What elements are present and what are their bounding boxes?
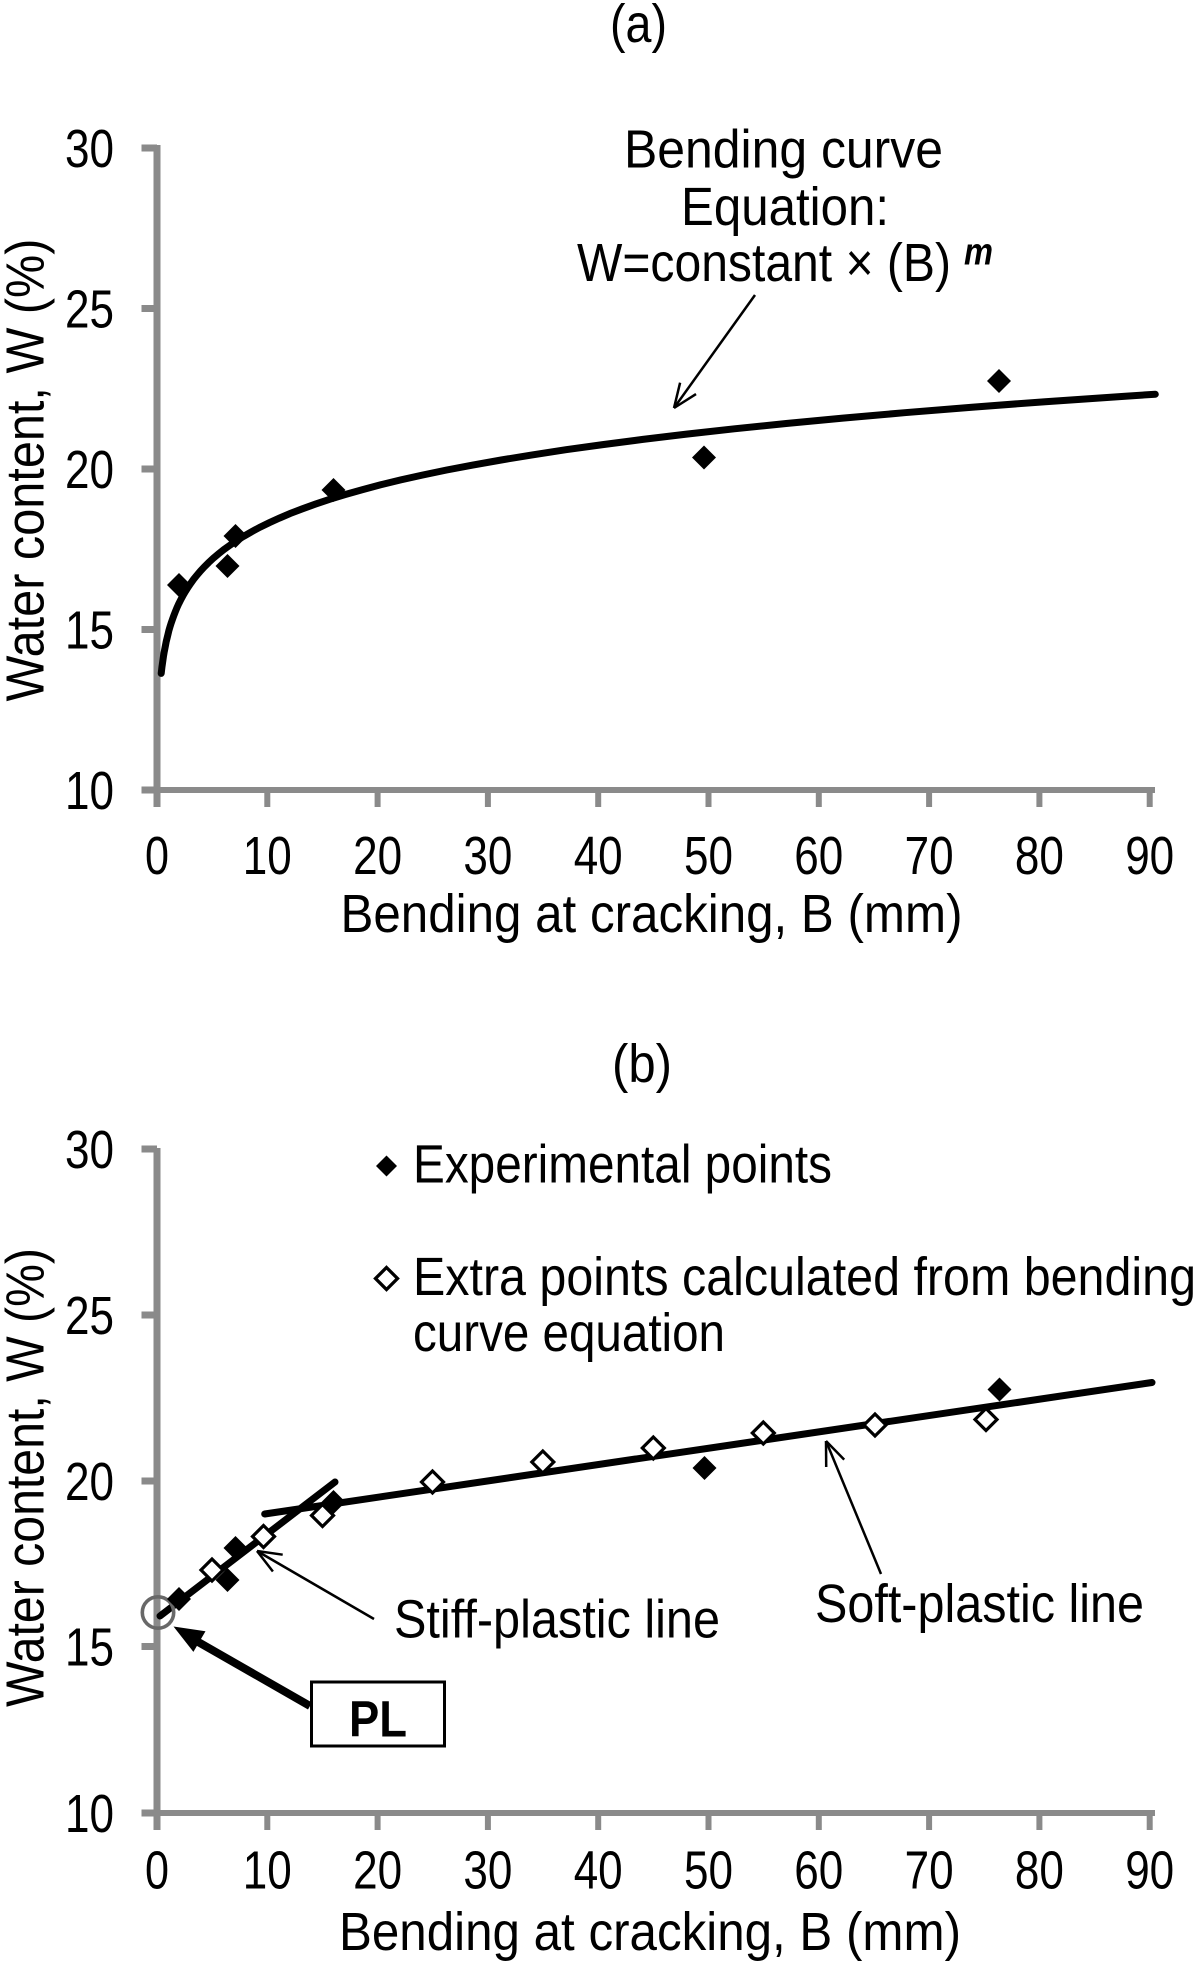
svg-text:Bending at cracking, B (mm): Bending at cracking, B (mm) [339,1903,961,1962]
svg-text:0: 0 [145,1842,169,1901]
svg-text:Soft-plastic line: Soft-plastic line [815,1575,1144,1634]
svg-text:Extra points calculated from b: Extra points calculated from bending [413,1248,1196,1307]
svg-text:40: 40 [574,827,623,886]
svg-text:80: 80 [1015,1842,1064,1901]
svg-text:25: 25 [65,280,114,339]
svg-text:10: 10 [65,1785,114,1844]
svg-text:30: 30 [65,120,114,179]
svg-text:curve equation: curve equation [413,1304,725,1363]
svg-text:60: 60 [794,1842,843,1901]
svg-text:20: 20 [65,441,114,500]
svg-text:40: 40 [574,1842,623,1901]
svg-text:(b): (b) [612,1035,672,1094]
svg-text:25: 25 [65,1287,114,1346]
svg-text:15: 15 [65,1618,114,1677]
svg-text:Water content, W (%): Water content, W (%) [0,1248,56,1707]
svg-text:10: 10 [243,827,292,886]
svg-text:90: 90 [1125,1842,1174,1901]
svg-text:30: 30 [65,1121,114,1180]
svg-text:10: 10 [243,1842,292,1901]
svg-text:PL: PL [349,1691,407,1748]
svg-text:50: 50 [684,827,733,886]
svg-text:20: 20 [353,1842,402,1901]
svg-text:30: 30 [463,1842,512,1901]
svg-text:15: 15 [65,601,114,660]
svg-text:20: 20 [65,1453,114,1512]
svg-text:W=constant × (B): W=constant × (B) [577,234,951,293]
svg-text:Experimental points: Experimental points [413,1136,832,1195]
svg-text:30: 30 [463,827,512,886]
svg-text:Equation:: Equation: [681,178,889,237]
svg-text:Stiff-plastic line: Stiff-plastic line [394,1591,720,1650]
svg-text:60: 60 [794,827,843,886]
svg-text:m: m [964,232,993,274]
svg-text:90: 90 [1125,827,1174,886]
svg-text:(a): (a) [610,0,667,54]
svg-text:50: 50 [684,1842,733,1901]
svg-text:70: 70 [905,1842,954,1901]
svg-text:10: 10 [65,762,114,821]
svg-text:Bending at cracking, B (mm): Bending at cracking, B (mm) [341,885,963,944]
svg-text:20: 20 [353,827,402,886]
svg-text:Water content, W (%): Water content, W (%) [0,239,56,702]
svg-text:0: 0 [145,827,169,886]
svg-text:70: 70 [905,827,954,886]
svg-text:Bending curve: Bending curve [624,121,943,180]
svg-text:80: 80 [1015,827,1064,886]
